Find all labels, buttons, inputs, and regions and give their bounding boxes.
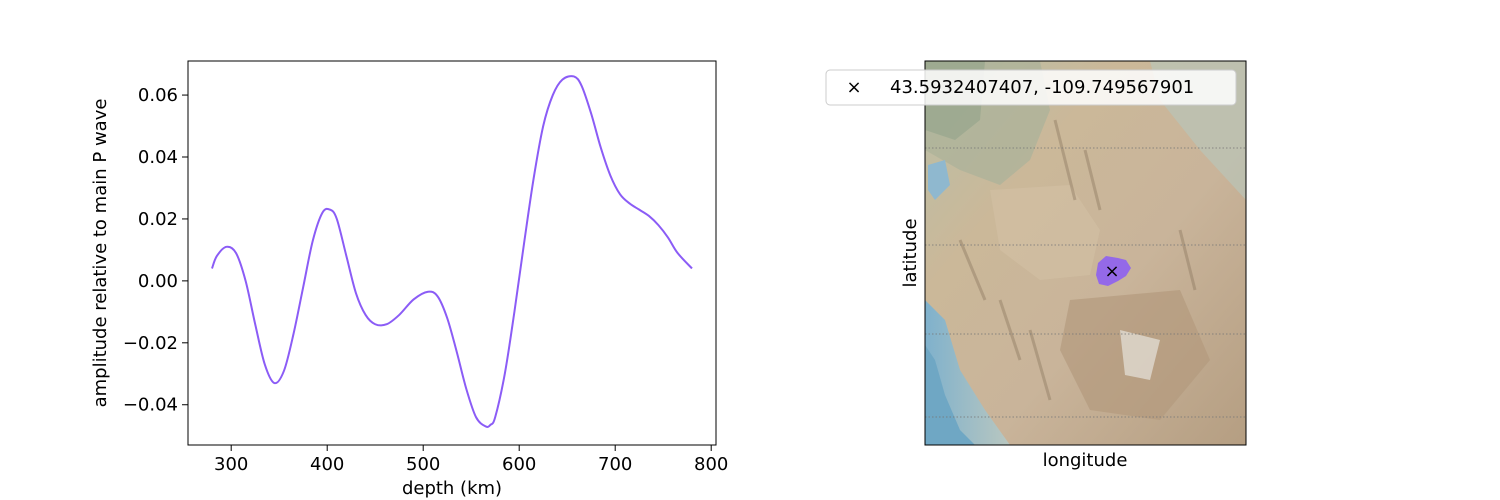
terrain-map bbox=[925, 61, 1246, 445]
x-tick-label: 400 bbox=[310, 454, 344, 475]
location-marker: × bbox=[1104, 261, 1119, 282]
x-tick-label: 700 bbox=[598, 454, 632, 475]
legend: × 43.5932407407, -109.749567901 bbox=[825, 69, 1237, 106]
y-tick-label: −0.02 bbox=[123, 333, 178, 354]
y-tick-label: −0.04 bbox=[123, 395, 178, 416]
x-axis: 300 400 500 600 700 800 bbox=[214, 445, 728, 475]
x-tick-label: 500 bbox=[406, 454, 440, 475]
y-axis: −0.04 −0.02 0.00 0.02 0.04 0.06 bbox=[123, 85, 188, 416]
x-tick-label: 800 bbox=[694, 454, 728, 475]
y-axis-label: amplitude relative to main P wave bbox=[90, 99, 111, 408]
y-tick-label: 0.00 bbox=[138, 271, 178, 292]
y-tick-label: 0.02 bbox=[138, 209, 178, 230]
plot-area bbox=[187, 60, 717, 446]
series-line bbox=[211, 75, 693, 428]
map-y-axis-label: latitude bbox=[900, 218, 921, 287]
map-frame bbox=[924, 60, 1247, 446]
map-panel: × longitude latitude × 43.5932407407, -1… bbox=[825, 60, 1247, 471]
line-chart: 300 400 500 600 700 800 −0.04 −0.02 0.00 0.02 0.0… bbox=[90, 60, 728, 499]
map-x-axis-label: longitude bbox=[1043, 450, 1128, 471]
legend-box bbox=[825, 69, 1237, 106]
x-tick-label: 600 bbox=[502, 454, 536, 475]
y-tick-label: 0.06 bbox=[138, 85, 178, 106]
y-tick-label: 0.04 bbox=[138, 147, 178, 168]
legend-label: 43.5932407407, -109.749567901 bbox=[890, 77, 1194, 98]
legend-marker: × bbox=[846, 77, 861, 98]
x-tick-label: 300 bbox=[214, 454, 248, 475]
highlight-region bbox=[1096, 256, 1131, 286]
x-axis-label: depth (km) bbox=[402, 478, 502, 499]
